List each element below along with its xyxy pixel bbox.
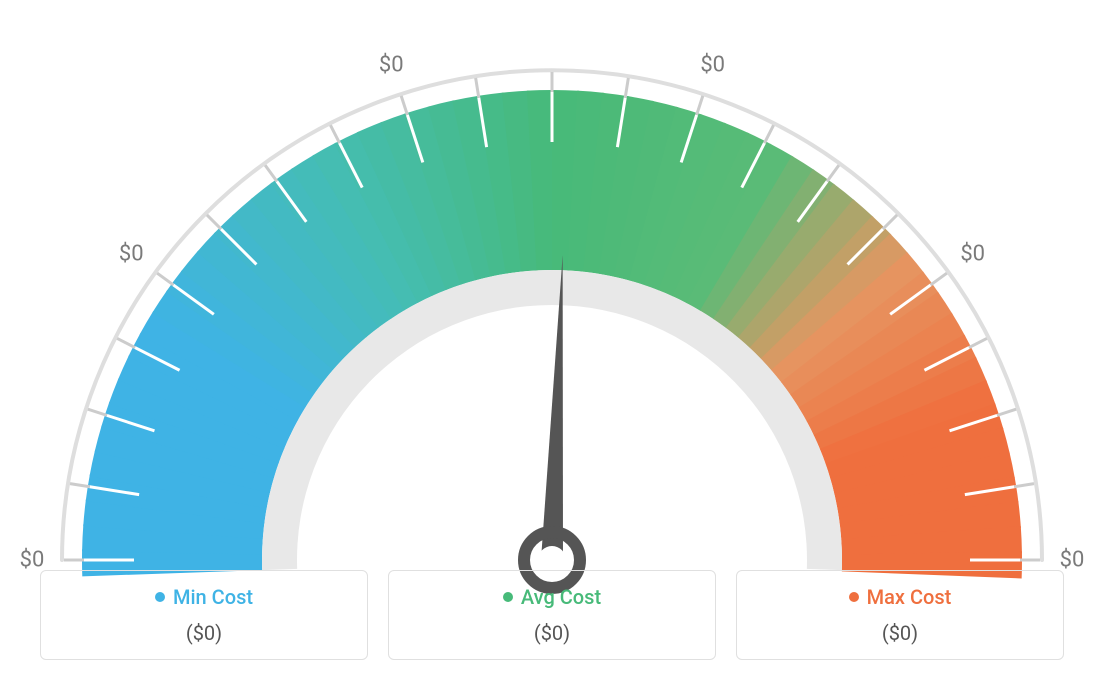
gauge-chart-container: $0 $0 $0 $0 $0 $0 Min Cost ($0) Avg Cost ($0)… [0,0,1104,690]
gauge-tick-label: $0 [379,53,404,78]
gauge-svg [0,20,1104,600]
legend-row: Min Cost ($0) Avg Cost ($0) Max Cost ($0… [40,570,1064,660]
legend-box-max: Max Cost ($0) [736,570,1064,660]
legend-label-max: Max Cost [867,585,952,609]
legend-box-min: Min Cost ($0) [40,570,368,660]
legend-dot-min [155,592,165,602]
legend-dot-max [849,592,859,602]
legend-box-avg: Avg Cost ($0) [388,570,716,660]
legend-title-avg: Avg Cost [503,585,601,609]
legend-value-avg: ($0) [399,621,705,645]
legend-title-max: Max Cost [849,585,952,609]
gauge-tick-label: $0 [1060,548,1085,573]
legend-dot-avg [503,592,513,602]
gauge-tick-label: $0 [119,242,144,267]
legend-label-avg: Avg Cost [521,585,601,609]
gauge-tick-label: $0 [960,242,985,267]
gauge-tick-label: $0 [700,53,725,78]
gauge-area: $0$0$0$0$0$0 [0,0,1104,560]
legend-title-min: Min Cost [155,585,253,609]
legend-value-max: ($0) [747,621,1053,645]
gauge-tick-label: $0 [20,548,45,573]
legend-value-min: ($0) [51,621,357,645]
legend-label-min: Min Cost [173,585,253,609]
